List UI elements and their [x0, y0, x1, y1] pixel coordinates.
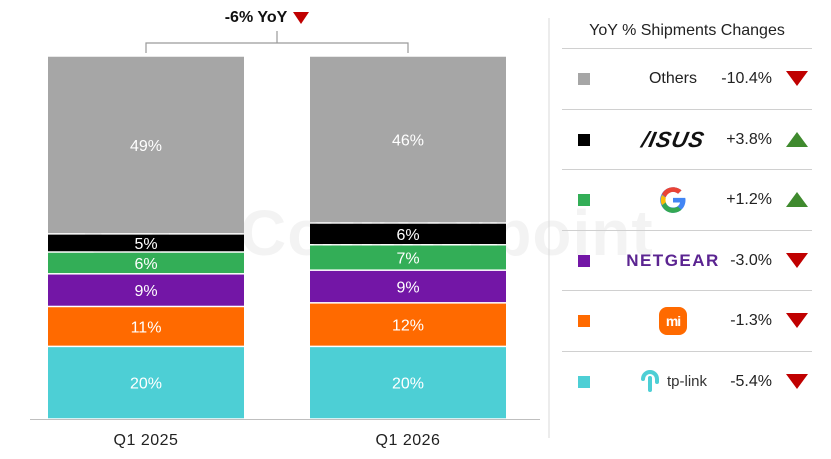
data-label-xiaomi-1: 12% — [392, 318, 424, 335]
brand-cell-xiaomi: mi — [612, 291, 734, 351]
stacked-bar-chart: 20% 11% 9% 6% 5% 49% Q1 2025 20% 12% 9% 7% 6% 46% Q1 … — [30, 31, 540, 449]
bar-segment-google-1 — [310, 245, 506, 270]
change-value-tplink: -5.4% — [730, 372, 772, 390]
bar-segment-netgear-1 — [310, 270, 506, 303]
table-row-others: Others -10.4% — [562, 49, 812, 110]
change-value-xiaomi: -1.3% — [730, 312, 772, 329]
table-row-xiaomi: mi -1.3% — [562, 291, 812, 352]
data-label-netgear-1: 9% — [396, 280, 419, 297]
brand-label-others: Others — [648, 70, 697, 87]
table-title: YoY % Shipments Changes — [562, 14, 812, 49]
data-label-others-0: 49% — [130, 138, 162, 155]
data-label-netgear-0: 9% — [134, 283, 157, 300]
bar-segment-asus-0 — [48, 234, 244, 252]
legend-swatch-others — [578, 73, 590, 85]
netgear-logo: NETGEAR — [626, 250, 720, 270]
yoy-bracket — [145, 31, 409, 53]
brand-cell-others: Others — [612, 49, 734, 109]
data-label-xiaomi-0: 11% — [131, 319, 162, 336]
total-yoy-annotation: -6% YoY — [212, 7, 322, 29]
data-label-others-1: 46% — [392, 132, 424, 149]
bar-segment-xiaomi-1 — [310, 303, 506, 346]
data-label-google-1: 7% — [396, 250, 419, 267]
bar-segment-tplink-1 — [310, 347, 506, 419]
down-arrow-icon — [786, 71, 808, 86]
brand-cell-tplink: tp-link — [612, 352, 734, 412]
tplink-mark-icon — [640, 369, 659, 392]
change-value-google: +1.2% — [726, 191, 772, 208]
xiaomi-logo: mi — [659, 307, 687, 335]
google-logo — [660, 187, 686, 213]
bar-segment-others-1 — [310, 56, 506, 223]
legend-swatch-google — [578, 194, 590, 206]
brand-cell-google — [612, 170, 734, 230]
asus-logo: /ISUS — [639, 126, 707, 152]
yoy-changes-table: YoY % Shipments Changes Others -10.4% /I… — [562, 14, 812, 412]
bar-segment-xiaomi-0 — [48, 307, 244, 346]
down-arrow-icon — [786, 252, 808, 268]
x-tick-label-1: Q1 2026 — [376, 432, 441, 449]
bar-segment-netgear-0 — [48, 274, 244, 306]
legend-swatch-tplink — [578, 375, 590, 388]
change-value-netgear: -3.0% — [730, 251, 772, 269]
data-label-asus-1: 6% — [396, 227, 419, 244]
tplink-logo-text: tp-link — [666, 373, 707, 390]
table-row-tplink: tp-link -5.4% — [562, 352, 812, 413]
bar-segment-tplink-0 — [48, 347, 244, 419]
change-value-others: -10.4% — [721, 70, 772, 87]
up-arrow-icon — [786, 192, 808, 207]
bar-segment-google-0 — [48, 252, 244, 274]
table-row-google: +1.2% — [562, 170, 812, 231]
data-label-google-0: 6% — [134, 256, 157, 273]
legend-swatch-netgear — [578, 254, 590, 267]
data-label-tplink-0: 20% — [130, 376, 162, 393]
table-row-asus: /ISUS +3.8% — [562, 110, 812, 170]
legend-swatch-asus — [578, 133, 590, 146]
tplink-logo: tp-link — [639, 369, 707, 394]
x-tick-label-0: Q1 2025 — [114, 432, 179, 449]
brand-cell-netgear: NETGEAR — [612, 231, 734, 291]
xiaomi-logo-text: mi — [665, 313, 681, 329]
data-label-asus-0: 5% — [134, 236, 157, 253]
down-arrow-icon — [786, 373, 808, 389]
legend-swatch-xiaomi — [578, 315, 590, 327]
change-value-asus: +3.8% — [726, 130, 772, 148]
data-label-tplink-1: 20% — [392, 376, 424, 393]
total-yoy-label: -6% YoY — [224, 9, 288, 26]
table-divider — [548, 18, 550, 438]
up-arrow-icon — [786, 131, 808, 147]
bar-segment-others-0 — [48, 56, 244, 234]
bar-segment-asus-1 — [310, 223, 506, 245]
total-yoy-down-arrow-icon — [293, 12, 310, 24]
down-arrow-icon — [786, 313, 808, 328]
table-row-netgear: NETGEAR -3.0% — [562, 231, 812, 291]
